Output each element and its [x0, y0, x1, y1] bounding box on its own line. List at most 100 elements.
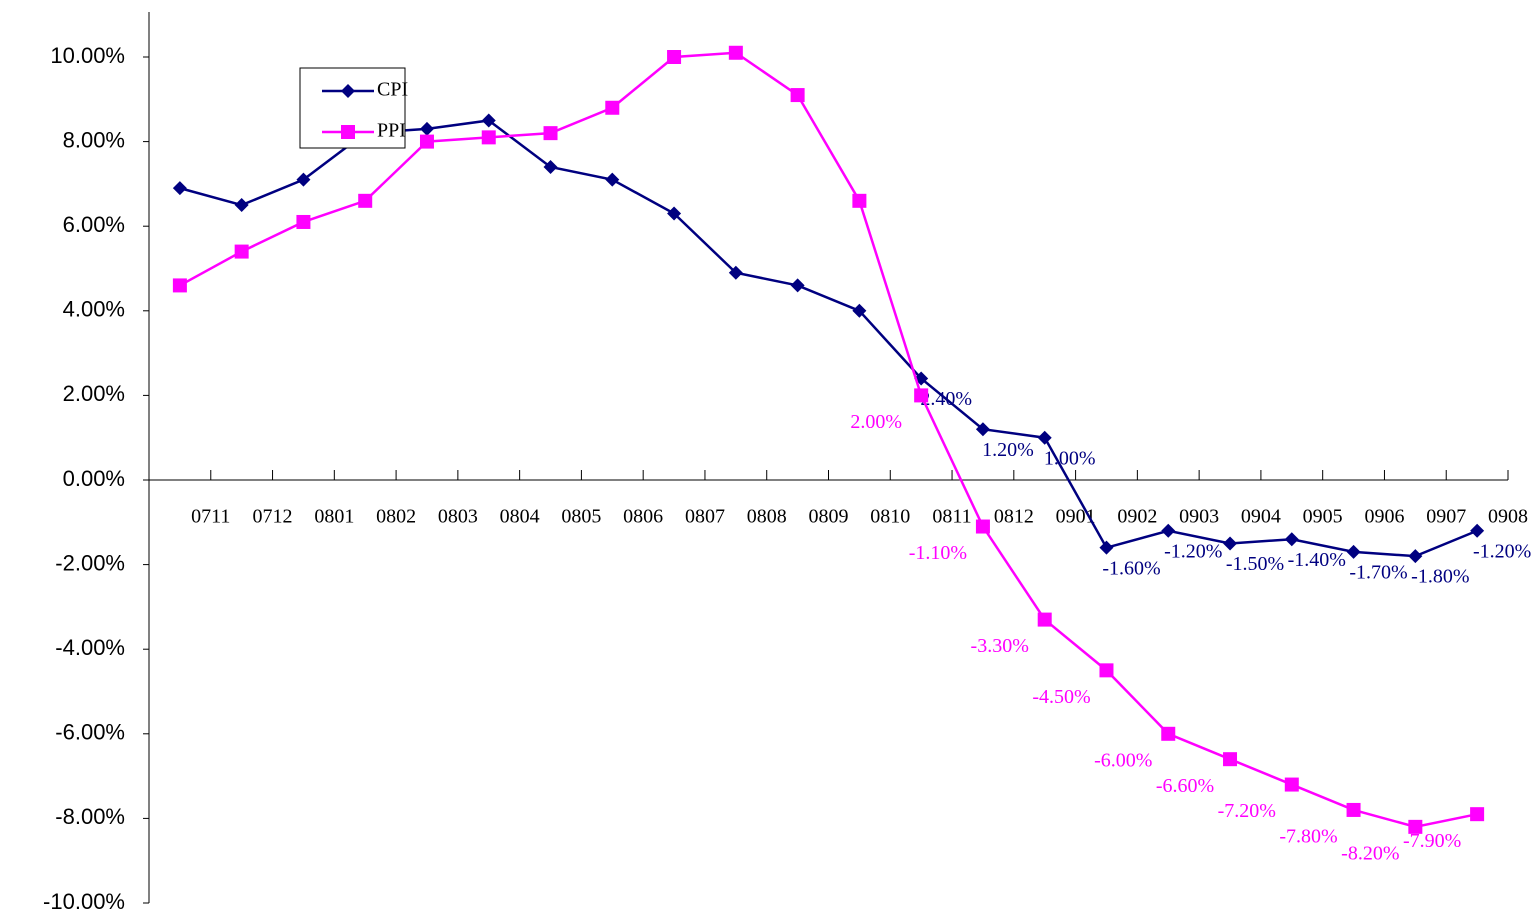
data-label: -7.80%: [1279, 826, 1337, 848]
data-label: 2.00%: [850, 411, 902, 433]
x-tick-label: 0906: [1364, 506, 1404, 528]
data-label: -7.20%: [1218, 800, 1276, 822]
data-point: [667, 50, 682, 64]
x-tick-label: 0904: [1241, 506, 1281, 528]
y-tick-label: -4.00%: [55, 635, 125, 660]
data-point: [1099, 540, 1114, 555]
data-point: [419, 121, 434, 136]
x-tick-label: 0812: [994, 506, 1034, 528]
x-tick-label: 0805: [561, 506, 601, 528]
x-tick-label: 0811: [932, 506, 971, 528]
x-tick-label: 0808: [747, 506, 787, 528]
data-point: [852, 303, 867, 318]
y-tick-label: 10.00%: [50, 43, 125, 68]
x-tick-label: 0711: [191, 506, 230, 528]
data-point: [481, 113, 496, 128]
data-label: 2.40%: [920, 388, 972, 410]
data-point: [667, 206, 682, 221]
data-point: [1346, 544, 1361, 559]
data-point: [1284, 777, 1299, 792]
data-label: -6.00%: [1094, 749, 1152, 771]
data-point: [358, 193, 373, 208]
y-tick-label: 2.00%: [63, 381, 125, 406]
data-label: -8.20%: [1341, 842, 1399, 864]
data-point: [1470, 807, 1485, 822]
x-tick-label: 0902: [1117, 506, 1157, 528]
data-label: -6.60%: [1156, 775, 1214, 797]
data-point: [172, 181, 187, 196]
data-point: [419, 134, 434, 149]
data-point: [728, 45, 743, 60]
y-tick-label: -10.00%: [43, 889, 125, 912]
x-tick-label: 0806: [623, 506, 663, 528]
x-tick-label: 0905: [1303, 506, 1343, 528]
data-point: [543, 126, 558, 141]
data-point: [975, 519, 990, 534]
y-tick-label: 6.00%: [63, 212, 125, 237]
data-point: [914, 388, 929, 403]
data-label: -1.20%: [1164, 540, 1222, 562]
data-label: -1.20%: [1473, 540, 1531, 562]
data-label: -1.70%: [1349, 562, 1407, 584]
x-tick-label: 0807: [685, 506, 725, 528]
data-point: [1408, 819, 1423, 834]
data-point: [605, 100, 620, 115]
data-point: [1470, 523, 1485, 538]
data-point: [852, 193, 867, 208]
x-tick-label: 0809: [809, 506, 849, 528]
legend-label: CPI: [377, 79, 408, 101]
data-point: [728, 265, 743, 280]
data-label: -1.40%: [1288, 549, 1346, 571]
data-point: [975, 422, 990, 437]
data-label: -4.50%: [1032, 686, 1090, 708]
data-point: [543, 159, 558, 174]
data-point: [790, 278, 805, 293]
data-label: 1.00%: [1044, 447, 1096, 469]
y-tick-label: 4.00%: [63, 297, 125, 322]
data-point: [1223, 536, 1238, 551]
data-label: -3.30%: [971, 635, 1029, 657]
x-tick-label: 0908: [1488, 506, 1528, 528]
data-label: -1.60%: [1102, 557, 1160, 579]
data-point: [296, 172, 311, 187]
data-label: 1.20%: [982, 439, 1034, 461]
series-line: [179, 51, 1478, 829]
x-tick-label: 0903: [1179, 506, 1219, 528]
y-tick-label: -8.00%: [55, 804, 125, 829]
x-tick-label: 0804: [500, 506, 540, 528]
data-point: [1223, 752, 1238, 767]
legend-marker: [341, 125, 355, 139]
legend: CPI PPI: [299, 67, 408, 149]
legend-label: PPI: [377, 120, 406, 142]
data-point: [1037, 612, 1052, 627]
legend-marker: [341, 84, 355, 98]
data-label: -1.10%: [909, 542, 967, 564]
data-point: [172, 278, 187, 293]
series-line: [179, 119, 1478, 558]
data-point: [1284, 532, 1299, 547]
data-label: -1.80%: [1411, 566, 1469, 588]
y-tick-label: -2.00%: [55, 550, 125, 575]
x-tick-label: 0712: [253, 506, 293, 528]
x-tick-label: 0803: [438, 506, 478, 528]
y-tick-label: 0.00%: [63, 466, 125, 491]
y-tick-label: 8.00%: [63, 127, 125, 152]
data-point: [234, 244, 249, 259]
y-tick-label: -6.00%: [55, 720, 125, 745]
data-point: [296, 214, 311, 229]
data-point: [234, 198, 249, 213]
data-point: [1346, 802, 1361, 817]
data-label: -7.90%: [1403, 830, 1461, 852]
data-point: [605, 172, 620, 187]
data-point: [1099, 663, 1114, 678]
data-point: [481, 130, 496, 145]
x-tick-label: 0802: [376, 506, 416, 528]
data-point: [1408, 549, 1423, 564]
data-point: [1161, 523, 1176, 538]
data-point: [1161, 726, 1176, 741]
x-tick-label: 0810: [870, 506, 910, 528]
x-tick-label: 0907: [1426, 506, 1466, 528]
data-point: [790, 88, 805, 103]
x-tick-label: 0801: [314, 506, 354, 528]
